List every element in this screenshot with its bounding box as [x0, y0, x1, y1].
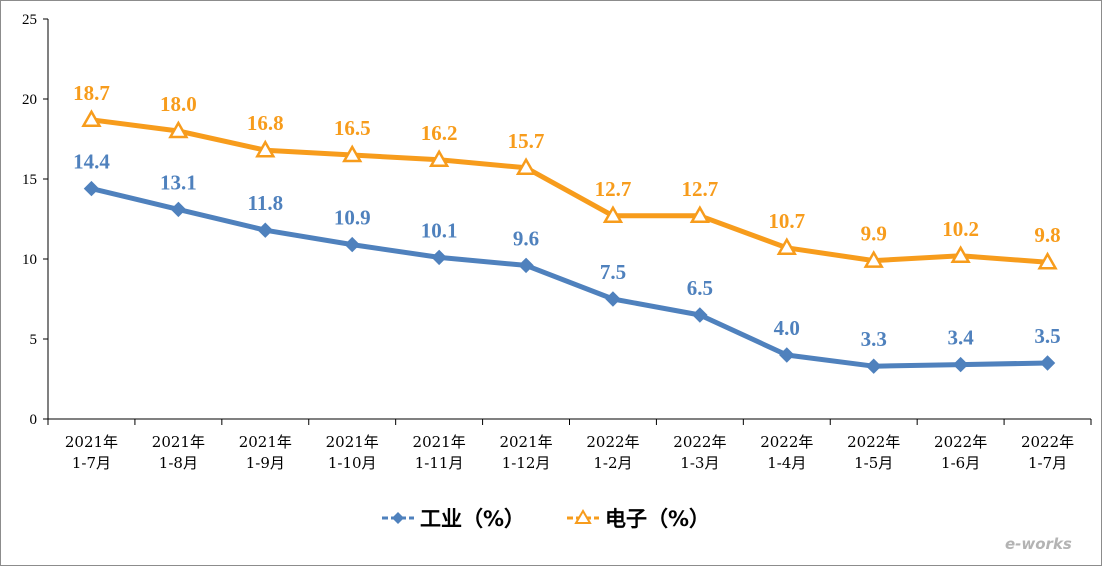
data-label: 3.5: [1034, 324, 1060, 348]
data-label: 3.3: [861, 327, 887, 351]
x-tick-label: 2021年 1-8月: [152, 433, 205, 472]
data-point-diamond: [431, 249, 447, 266]
x-tick-label: 2021年 1-9月: [239, 433, 292, 472]
series-line-2: [91, 117, 1048, 265]
data-label: 14.4: [73, 150, 110, 174]
data-point-diamond: [518, 257, 534, 274]
data-point-triangle: [602, 205, 624, 224]
data-label: 18.7: [73, 81, 110, 105]
legend-label: 电子（%）: [605, 507, 710, 531]
data-point-triangle: [255, 139, 276, 158]
data-label: 18.0: [160, 92, 197, 116]
data-label: 13.1: [160, 170, 197, 194]
data-label: 9.9: [861, 222, 887, 246]
x-tick-label: 2021年 1-11月: [413, 433, 466, 472]
y-tick-label: 10: [22, 252, 37, 268]
data-point-triangle: [863, 250, 884, 268]
data-point-diamond: [866, 358, 882, 374]
y-tick-label: 20: [22, 92, 37, 108]
y-tick-label: 5: [30, 332, 38, 348]
data-label: 12.7: [682, 177, 719, 201]
data-point-diamond: [257, 222, 273, 238]
x-tick-label: 2021年 1-7月: [65, 433, 118, 472]
data-point-triangle: [1037, 251, 1058, 270]
data-label: 10.1: [421, 218, 458, 242]
data-label: 10.2: [942, 217, 979, 241]
series-lines: [90, 117, 1048, 369]
legend-diamond-icon: [392, 512, 404, 524]
data-point-triangle: [81, 109, 102, 128]
y-tick-label: 25: [22, 12, 37, 28]
data-label: 10.9: [334, 206, 371, 230]
legend-triangle-icon: [574, 509, 592, 524]
x-tick-label: 2021年 1-12月: [499, 433, 552, 472]
data-label: 16.5: [334, 116, 371, 140]
data-point-diamond: [779, 347, 795, 363]
data-point-triangle: [515, 157, 537, 176]
axes: 0 5 10 15 20 25 2021年 1-7月 2021年 1-8月 2021年 1-9月 202…: [22, 12, 1092, 472]
data-point-triangle: [689, 205, 711, 224]
data-point-triangle: [776, 237, 797, 256]
x-tick-label: 2022年 1-6月: [934, 433, 987, 472]
data-label: 11.8: [247, 191, 283, 215]
data-label: 7.5: [600, 260, 626, 284]
data-point-diamond: [170, 201, 187, 218]
data-point-diamond: [344, 236, 360, 253]
data-point-diamond: [952, 356, 969, 373]
data-label: 15.7: [508, 129, 545, 153]
y-tick-label: 0: [30, 412, 38, 428]
legend-label: 工业（%）: [420, 507, 525, 531]
series-markers: [81, 109, 1058, 374]
data-label: 10.7: [768, 209, 805, 233]
data-point-diamond: [1039, 355, 1056, 371]
data-label: 9.6: [513, 226, 539, 250]
data-point-diamond: [605, 291, 621, 307]
y-tick-label: 15: [22, 172, 37, 188]
data-label: 4.0: [774, 316, 800, 340]
data-label: 3.4: [948, 326, 975, 350]
data-point-triangle: [342, 144, 363, 163]
x-tick-label: 2022年 1-5月: [847, 433, 900, 472]
series-line-1: [90, 186, 1048, 369]
watermark-logo: e-works: [1005, 535, 1072, 553]
data-label: 16.2: [421, 121, 458, 145]
x-tick-label: 2022年 1-7月: [1021, 433, 1074, 472]
data-labels: 14.4 13.1 11.8 10.9 10.1 9.6 7.5 6.5 4.0 3.3 3.4 3.…: [73, 81, 1061, 351]
x-tick-label: 2022年 1-4月: [760, 433, 813, 472]
data-point-triangle: [428, 149, 450, 168]
data-point-triangle: [950, 245, 971, 264]
x-tick-label: 2021年 1-10月: [326, 433, 379, 472]
data-label: 6.5: [687, 276, 713, 300]
data-label: 9.8: [1034, 223, 1060, 247]
data-point-diamond: [83, 180, 100, 197]
x-tick-label: 2022年 1-2月: [586, 433, 639, 472]
x-tick-label: 2022年 1-3月: [673, 433, 726, 472]
data-label: 16.8: [247, 111, 284, 135]
data-point-triangle: [168, 120, 189, 139]
data-label: 12.7: [595, 177, 632, 201]
legend: 工业（%） 电子（%）: [382, 507, 710, 531]
data-point-diamond: [692, 307, 708, 323]
